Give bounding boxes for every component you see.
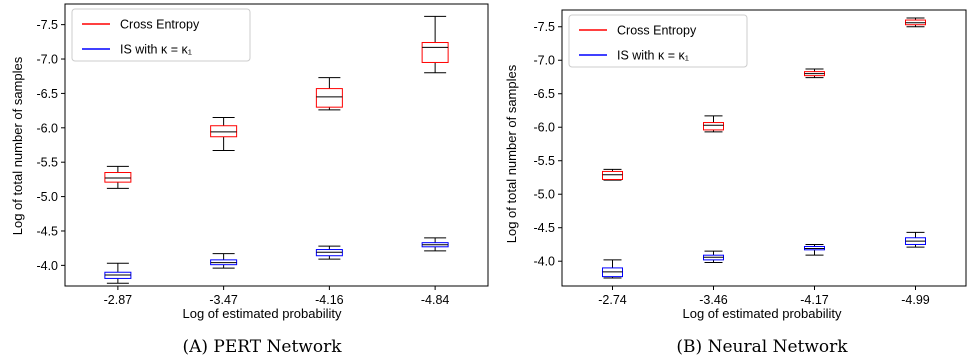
y-tick-label: -4.5 (36, 224, 58, 238)
plot-frame (561, 9, 967, 287)
y-tick-label: -5.0 (36, 190, 58, 204)
x-axis-label: Log of estimated probability (183, 306, 342, 321)
x-tick-label: -4.16 (315, 293, 344, 307)
boxplot-cross-entropy-2 (315, 77, 343, 111)
box-iqr (602, 170, 623, 180)
y-tick-label: -4.0 (36, 259, 58, 273)
boxplot-is-kappa-2 (804, 243, 825, 256)
x-axis-label: Log of estimated probability (683, 306, 842, 321)
boxplot-is-kappa-3 (421, 237, 449, 252)
boxplot-is-kappa-0 (602, 259, 623, 279)
caption: (B) Neural Network (676, 337, 848, 357)
boxplot-cross-entropy-0 (602, 168, 623, 181)
y-axis-label: Log of total number of samples (10, 56, 25, 235)
y-tick-label: -5.0 (533, 188, 555, 202)
box-iqr (210, 125, 238, 138)
boxplot-is-kappa-3 (905, 231, 926, 248)
y-tick-label: -6.5 (533, 87, 555, 101)
y-tick-label: -4.0 (533, 255, 555, 269)
boxplot-is-kappa-0 (104, 262, 132, 284)
caption: (A) PERT Network (182, 337, 342, 357)
y-axis-label: Log of total number of samples (504, 64, 519, 243)
legend-label: IS with κ = κ₁ (617, 49, 689, 63)
y-tick-label: -4.5 (533, 221, 555, 235)
y-tick-label: -5.5 (36, 156, 58, 170)
legend-box (71, 8, 251, 62)
legend-label: Cross Entropy (617, 24, 697, 38)
x-tick-label: -4.17 (800, 293, 829, 307)
y-tick-label: -7.5 (36, 18, 58, 32)
y-tick-label: -7.0 (36, 53, 58, 67)
chart-panel-neural: Log of total number of samples Log of es… (504, 9, 967, 357)
y-tick-label: -7.5 (533, 20, 555, 34)
boxplot-cross-entropy-1 (210, 116, 238, 152)
legend-label: Cross Entropy (120, 18, 200, 32)
boxplot-is-kappa-2 (315, 245, 343, 260)
x-tick-label: -4.99 (901, 293, 930, 307)
legend-box (568, 14, 748, 68)
boxplot-cross-entropy-3 (421, 15, 449, 74)
boxplot-is-kappa-1 (703, 250, 724, 264)
boxplot-cross-entropy-1 (703, 115, 724, 133)
boxplot-cross-entropy-2 (804, 68, 825, 79)
box-iqr (104, 172, 132, 183)
box-iqr (421, 42, 449, 63)
box-iqr (315, 88, 343, 108)
boxplot-is-kappa-1 (210, 253, 238, 269)
boxplot-cross-entropy-3 (905, 17, 926, 28)
box-iqr (703, 122, 724, 131)
chart-panel-pert: Log of total number of samples Log of es… (10, 3, 489, 357)
x-tick-label: -4.84 (421, 293, 450, 307)
plot-frame (64, 3, 489, 287)
y-tick-label: -5.5 (533, 154, 555, 168)
x-tick-label: -2.87 (104, 293, 133, 307)
legend: Cross Entropy IS with κ = κ₁ (568, 14, 748, 68)
y-tick-label: -6.5 (36, 87, 58, 101)
x-tick-label: -3.47 (209, 293, 238, 307)
y-tick-label: -6.0 (533, 121, 555, 135)
legend: Cross Entropy IS with κ = κ₁ (71, 8, 251, 62)
legend-label: IS with κ = κ₁ (120, 43, 192, 57)
y-tick-label: -6.0 (36, 121, 58, 135)
x-tick-label: -2.74 (598, 293, 627, 307)
y-tick-label: -7.0 (533, 54, 555, 68)
boxplot-cross-entropy-0 (104, 165, 132, 189)
x-tick-label: -3.46 (699, 293, 728, 307)
